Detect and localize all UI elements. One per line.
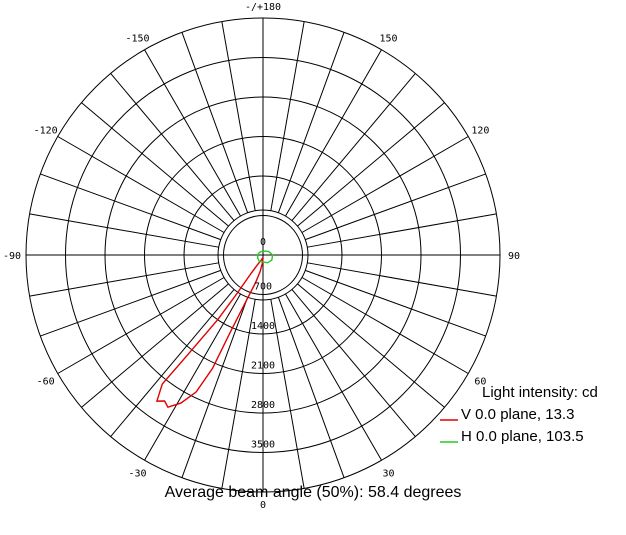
legend-title: Light intensity: cd — [482, 384, 598, 401]
grid-spoke — [297, 102, 445, 227]
legend: Light intensity: cd V 0.0 plane, 13.3 H … — [440, 384, 598, 445]
legend-label-h-plane: H 0.0 plane, 103.5 — [461, 428, 584, 445]
radial-tick-label: 700 — [254, 282, 272, 293]
angle-label: -30 — [128, 468, 146, 479]
axis-labels: -/+180 -150 150 -120 120 -90 90 -60 60 -30 30 0 0 700… — [3, 2, 520, 511]
angle-label: 150 — [379, 34, 397, 45]
grid-spoke — [305, 173, 486, 241]
angle-label: -120 — [34, 126, 58, 137]
grid-spoke — [181, 32, 249, 213]
grid-spoke — [270, 21, 305, 211]
series-curve-1 — [256, 250, 274, 264]
series-curves — [155, 250, 274, 409]
grid-spoke — [307, 262, 497, 297]
grid-spoke — [221, 299, 256, 489]
angle-label: 120 — [471, 126, 489, 137]
grid-spoke — [291, 73, 416, 221]
beam-angle-caption: Average beam angle (50%): 58.4 degrees — [165, 484, 462, 501]
angle-label: -150 — [125, 34, 149, 45]
radial-tick-label: 1400 — [251, 321, 275, 332]
radial-tick-label: 2100 — [251, 361, 275, 372]
grid-spoke — [144, 293, 241, 461]
grid-spoke — [29, 262, 219, 297]
grid-spoke — [29, 213, 219, 248]
radial-tick-label: 2800 — [251, 400, 275, 411]
grid-spoke — [110, 73, 235, 221]
grid-spoke — [277, 32, 345, 213]
radial-tick-label: 0 — [260, 237, 266, 248]
radial-tick-label: 3500 — [251, 440, 275, 451]
grid-spoke — [291, 289, 416, 437]
angle-label: 90 — [508, 251, 520, 262]
series-curve-0 — [155, 257, 264, 409]
grid-spoke — [81, 283, 229, 408]
grid-spoke — [221, 21, 256, 211]
angle-label: -/+180 — [245, 2, 281, 13]
grid-spoke — [270, 299, 305, 489]
polar-grid — [25, 17, 501, 493]
grid-spoke — [144, 49, 241, 217]
grid-spoke — [110, 289, 235, 437]
grid-spoke — [81, 102, 229, 227]
grid-spoke — [57, 136, 225, 233]
grid-spoke — [40, 173, 221, 241]
grid-spoke — [57, 277, 225, 374]
grid-spoke — [285, 293, 382, 461]
grid-spoke — [277, 297, 345, 478]
grid-spoke — [307, 213, 497, 248]
legend-label-v-plane: V 0.0 plane, 13.3 — [461, 406, 574, 423]
angle-label: 60 — [474, 377, 486, 388]
grid-spoke — [301, 136, 469, 233]
grid-spoke — [305, 269, 486, 337]
angle-label: 30 — [382, 468, 394, 479]
grid-spoke — [181, 297, 249, 478]
angle-label: 0 — [260, 500, 266, 511]
grid-spoke — [297, 283, 445, 408]
grid-spoke — [40, 269, 221, 337]
angle-label: -90 — [3, 251, 21, 262]
grid-spoke — [285, 49, 382, 217]
grid-spoke — [301, 277, 469, 374]
angle-label: -60 — [37, 377, 55, 388]
